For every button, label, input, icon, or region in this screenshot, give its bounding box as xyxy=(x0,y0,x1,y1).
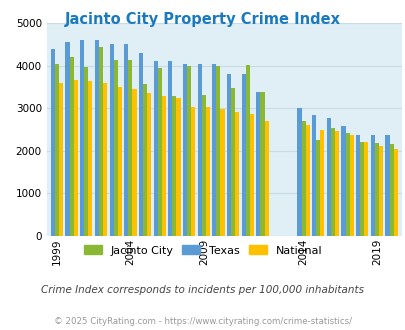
Bar xyxy=(249,114,254,236)
Bar xyxy=(245,65,249,236)
Bar xyxy=(355,135,359,236)
Bar xyxy=(117,87,121,236)
Bar xyxy=(128,60,132,236)
Bar xyxy=(59,83,63,236)
Legend: Jacinto City, Texas, National: Jacinto City, Texas, National xyxy=(79,241,326,260)
Bar xyxy=(370,135,374,236)
Bar xyxy=(153,61,157,236)
Bar xyxy=(84,67,88,236)
Bar xyxy=(55,64,59,236)
Bar xyxy=(99,47,103,236)
Bar xyxy=(124,44,128,236)
Bar xyxy=(191,107,195,236)
Bar xyxy=(103,83,107,236)
Bar xyxy=(212,64,216,236)
Bar xyxy=(260,92,264,236)
Bar xyxy=(157,68,161,236)
Bar xyxy=(341,126,345,236)
Bar xyxy=(113,60,117,236)
Bar xyxy=(183,64,187,236)
Bar xyxy=(132,89,136,236)
Bar xyxy=(197,64,201,236)
Bar xyxy=(65,42,69,236)
Bar xyxy=(109,44,113,236)
Text: Crime Index corresponds to incidents per 100,000 inhabitants: Crime Index corresponds to incidents per… xyxy=(41,285,364,295)
Bar xyxy=(315,140,320,236)
Bar xyxy=(301,120,305,236)
Bar xyxy=(311,115,315,236)
Bar xyxy=(139,53,143,236)
Bar xyxy=(51,49,55,236)
Bar xyxy=(201,95,205,236)
Bar xyxy=(326,118,330,236)
Bar xyxy=(385,135,389,236)
Bar xyxy=(393,149,397,236)
Bar xyxy=(69,57,74,236)
Bar xyxy=(320,130,324,236)
Bar xyxy=(330,128,334,236)
Bar xyxy=(187,66,191,236)
Bar xyxy=(147,93,151,236)
Bar xyxy=(230,88,234,236)
Bar xyxy=(95,40,99,236)
Bar xyxy=(264,120,268,236)
Bar xyxy=(88,81,92,236)
Bar xyxy=(234,112,239,236)
Bar xyxy=(216,66,220,236)
Bar xyxy=(172,96,176,236)
Bar xyxy=(205,107,209,236)
Bar xyxy=(349,136,353,236)
Bar xyxy=(220,109,224,236)
Bar xyxy=(256,92,260,236)
Bar xyxy=(168,61,172,236)
Text: © 2025 CityRating.com - https://www.cityrating.com/crime-statistics/: © 2025 CityRating.com - https://www.city… xyxy=(54,317,351,326)
Bar xyxy=(334,131,338,236)
Bar xyxy=(363,142,368,236)
Bar xyxy=(374,143,378,236)
Bar xyxy=(74,80,78,236)
Bar xyxy=(226,74,230,236)
Bar xyxy=(359,142,363,236)
Bar xyxy=(80,40,84,236)
Bar xyxy=(389,145,393,236)
Bar xyxy=(241,74,245,236)
Bar xyxy=(378,146,382,236)
Bar xyxy=(176,98,180,236)
Bar xyxy=(143,84,147,236)
Bar xyxy=(345,133,349,236)
Bar xyxy=(305,125,309,236)
Bar xyxy=(297,108,301,236)
Bar xyxy=(161,96,166,236)
Text: Jacinto City Property Crime Index: Jacinto City Property Crime Index xyxy=(65,12,340,26)
